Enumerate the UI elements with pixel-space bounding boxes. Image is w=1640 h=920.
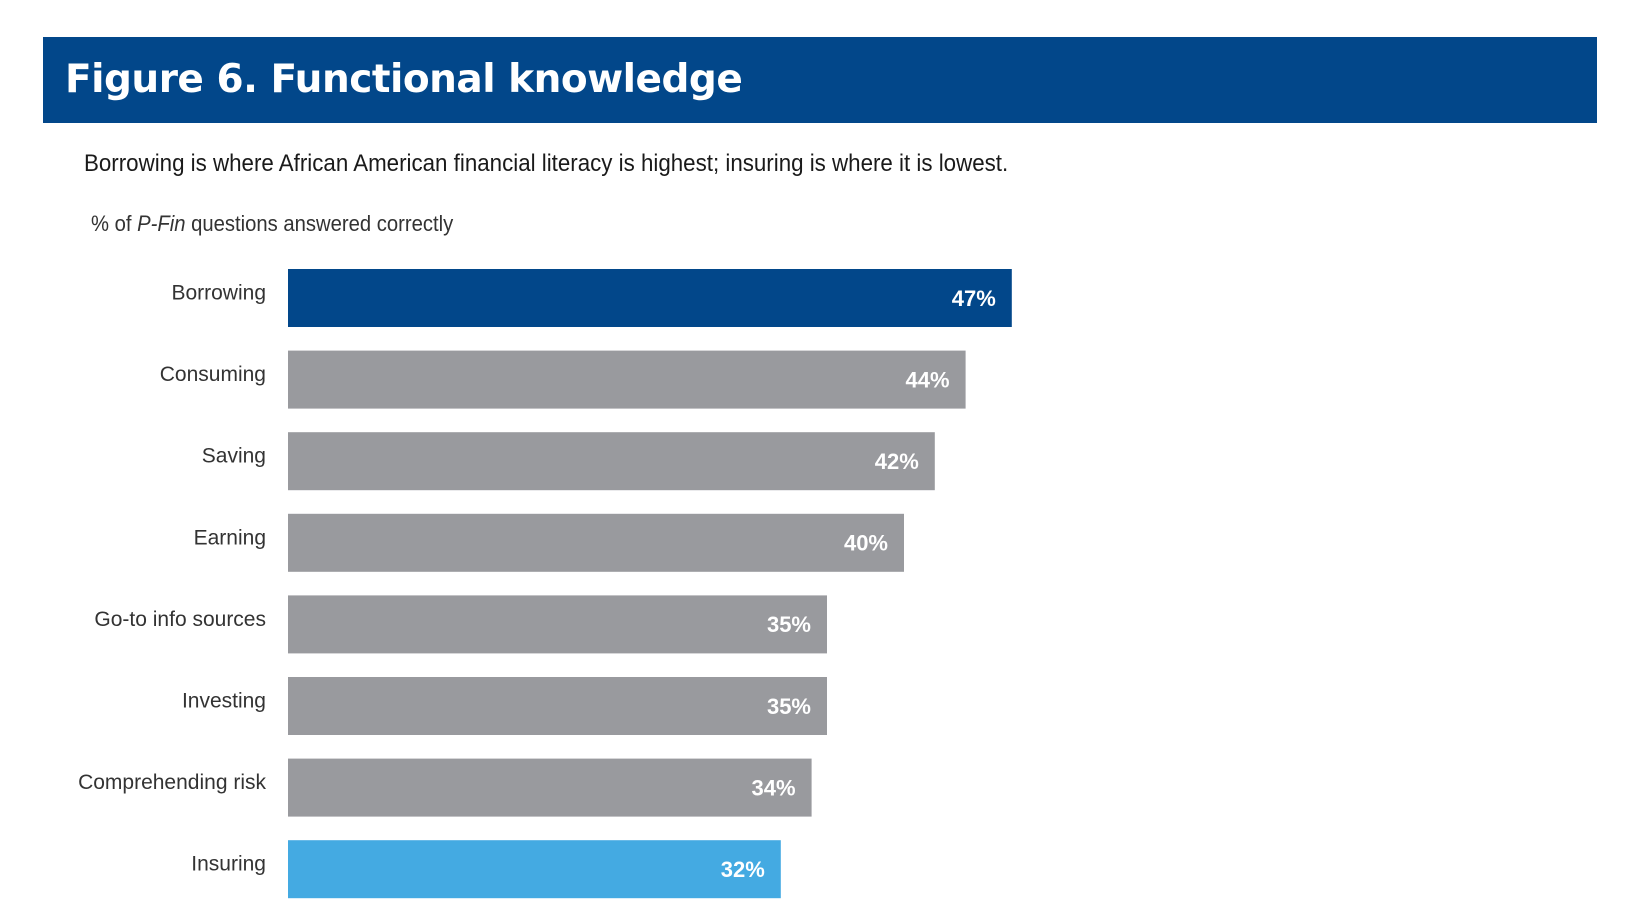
value-label: 34% [752, 775, 796, 800]
title-banner: Figure 6. Functional knowledge [43, 37, 1597, 123]
category-label: Insuring [191, 853, 266, 876]
bar-investing [288, 677, 827, 735]
category-label: Comprehending risk [78, 771, 266, 794]
axis-unit-label: % of P-Fin questions answered correctly [91, 211, 453, 237]
figure-title: Figure 6. Functional knowledge [65, 57, 743, 102]
category-label: Investing [182, 690, 266, 713]
category-label: Consuming [160, 363, 266, 386]
category-label: Borrowing [171, 282, 266, 305]
bar-consuming [288, 350, 966, 409]
figure-subtitle: Borrowing is where African American fina… [84, 150, 1009, 177]
bar-comprehending-risk [288, 758, 812, 817]
bar-earning [288, 513, 904, 572]
unit-emphasis: P-Fin [137, 211, 186, 236]
unit-suffix: questions answered correctly [185, 211, 454, 236]
value-label: 42% [875, 449, 919, 474]
bar-saving [288, 432, 935, 491]
category-label: Earning [194, 526, 266, 549]
value-label: 47% [952, 286, 996, 311]
category-label: Go-to info sources [94, 608, 266, 631]
value-label: 40% [844, 531, 888, 556]
value-label: 32% [721, 857, 765, 882]
value-label: 35% [767, 612, 811, 637]
bar-insuring [288, 840, 781, 899]
bar-borrowing [288, 269, 1012, 327]
category-label: Saving [202, 445, 266, 468]
value-label: 35% [767, 694, 811, 719]
unit-prefix: % of [91, 211, 138, 236]
value-label: 44% [906, 367, 950, 392]
bar-go-to-info-sources [288, 595, 827, 654]
